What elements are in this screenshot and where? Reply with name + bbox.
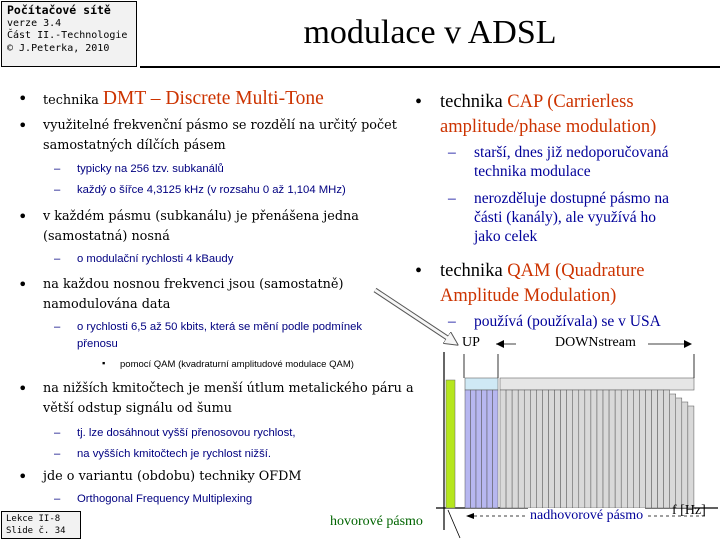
bullet-cap: • technika CAP (Carrierless amplitude/ph… xyxy=(415,91,657,137)
course-info-box: Počítačové sítě verze 3.4 Část II.-Techn… xyxy=(1,1,137,67)
sub-256: – typicky na 256 tzv. subkanálů xyxy=(54,163,224,175)
sub-width: – každý o šířce 4,3125 kHz (v rozsahu 0 a… xyxy=(54,184,346,196)
down-subchannel-bar xyxy=(590,389,598,509)
axis-label: f [Hz] xyxy=(672,503,706,518)
version-text: verze 3.4 xyxy=(7,17,62,29)
down-subchannel-bar xyxy=(530,389,537,509)
course-title: Počítačové sítě xyxy=(7,3,111,17)
down-subchannel-bar xyxy=(566,389,573,509)
up-subchannels xyxy=(464,389,499,509)
down-subchannel-bar xyxy=(620,389,628,509)
bullet-icon: • xyxy=(18,467,28,486)
down-subchannel-bar xyxy=(651,389,658,509)
bullet-dmt: • technika DMT – Discrete Multi-Tone xyxy=(18,88,324,109)
bullet-bands: • využitelné frekvenční pásmo se rozdělí… xyxy=(18,116,397,153)
copyright-text: © J.Peterka, 2010 xyxy=(7,42,110,54)
voice-band-label: hovorové pásmo xyxy=(330,514,423,529)
data-band-label: nadhovorové pásmo xyxy=(528,508,646,524)
up-subchannel-bar xyxy=(492,389,499,509)
sub-speed: – o rychlosti 6,5 až 50 kbits, která se … xyxy=(54,321,363,350)
down-subchannel-bar xyxy=(505,389,513,509)
spectrum-diagram xyxy=(436,340,718,539)
down-subchannel-bar xyxy=(523,389,531,509)
bullet-icon: • xyxy=(18,379,28,398)
down-subchannel-bar xyxy=(687,405,695,509)
up-subchannel-bar xyxy=(475,389,482,509)
downstream-label: DOWNstream xyxy=(555,335,636,350)
sub-ofdm: – Orthogonal Frequency Multiplexing xyxy=(54,493,253,505)
down-subchannel-bar xyxy=(627,389,634,509)
bullet-data: • na každou nosnou frekvenci jsou (samos… xyxy=(18,275,344,312)
down-subchannel-bar xyxy=(657,389,664,509)
down-subchannel-bar xyxy=(633,389,640,509)
sub-cap-whole: – nerozděluje dostupné pásmo na části (k… xyxy=(448,190,669,245)
down-subchannel-bar xyxy=(596,389,604,509)
up-subchannel-bar xyxy=(470,389,477,509)
down-subchannels xyxy=(499,389,695,509)
down-subchannel-bar xyxy=(572,389,580,509)
down-subchannel-bar xyxy=(675,397,683,509)
down-subchannel-bar xyxy=(536,389,543,509)
bullet-icon: • xyxy=(415,260,423,282)
lecture-number: Lekce II-8 xyxy=(6,514,61,524)
down-band-cap xyxy=(499,377,695,391)
down-subchannel-bar xyxy=(578,389,586,509)
down-subchannel-bar xyxy=(608,389,616,509)
down-subchannel-bar xyxy=(542,389,549,509)
slide-number: Slide č. 34 xyxy=(6,525,66,536)
subsub-qam: ▪ pomocí QAM (kvadraturní amplitudové mod… xyxy=(102,358,354,370)
slide-info-box: Lekce II-8 Slide č. 34 xyxy=(1,511,81,539)
down-subchannel-bar xyxy=(560,389,567,509)
up-subchannel-bar xyxy=(481,389,488,509)
page-title: modulace v ADSL xyxy=(303,14,557,51)
down-subchannel-bar xyxy=(517,389,525,509)
down-subchannel-bar xyxy=(499,389,507,509)
sub-higher-speed: – tj. lze dosáhnout vyšší přenosovou rych… xyxy=(54,427,296,439)
bullet-icon: • xyxy=(18,89,28,108)
up-subchannel-bar xyxy=(486,389,493,509)
down-subchannel-bar xyxy=(554,389,561,509)
down-subchannel-bar xyxy=(511,389,519,509)
down-subchannel-bar xyxy=(639,389,646,509)
down-subchannel-bar xyxy=(669,393,676,509)
bullet-icon: • xyxy=(18,207,28,226)
part-text: Část II.-Technologie xyxy=(7,30,128,41)
sub-lower-speed: – na vyšších kmitočtech je rychlost nižší… xyxy=(54,448,271,460)
sub-qam-usa: – používá (používala) se v USA xyxy=(448,313,661,330)
title-divider xyxy=(140,66,720,68)
down-subchannel-bar xyxy=(602,389,610,509)
down-subchannel-bar xyxy=(548,389,555,509)
bullet-icon: • xyxy=(18,275,28,294)
down-subchannel-bar xyxy=(681,401,689,509)
down-subchannel-bar xyxy=(584,389,592,509)
down-subchannel-bar xyxy=(614,389,622,509)
dmt-highlight: DMT – Discrete Multi-Tone xyxy=(102,88,324,109)
bullet-carrier: • v každém pásmu (subkanálu) je přenášen… xyxy=(18,207,359,244)
down-subchannel-bar xyxy=(663,389,670,509)
up-subchannel-bar xyxy=(464,389,471,509)
bullet-qam: • technika QAM (Quadrature Amplitude Mod… xyxy=(415,260,645,306)
down-subchannel-bar xyxy=(645,389,652,509)
sub-baud: – o modulační rychlosti 4 kBaudy xyxy=(54,253,234,265)
sub-cap-old: – starší, dnes již nedoporučovaná techni… xyxy=(448,144,669,180)
bullet-attenuation: • na nižších kmitočtech je menší útlum m… xyxy=(18,379,414,416)
bullet-icon: • xyxy=(415,91,423,113)
voice-band xyxy=(445,379,456,509)
bullet-icon: • xyxy=(18,116,28,135)
up-label: UP xyxy=(462,335,480,350)
up-band-cap xyxy=(464,377,499,391)
bullet-ofdm: • jde o variantu (obdobu) techniky OFDM xyxy=(18,467,302,486)
